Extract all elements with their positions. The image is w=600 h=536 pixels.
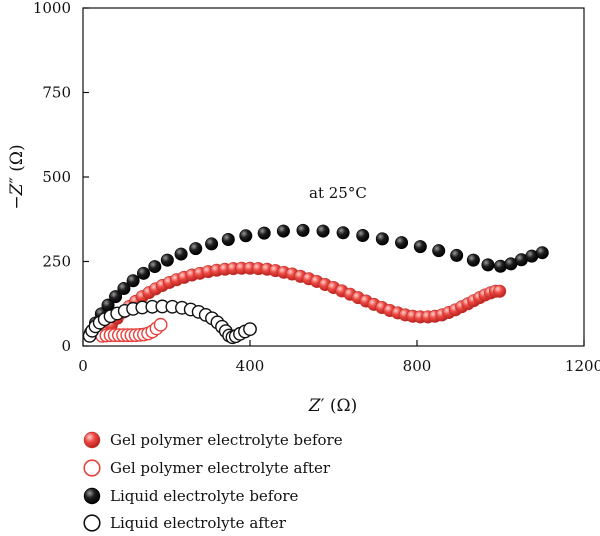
x-tick-label: 1200: [565, 357, 600, 375]
data-point: [137, 266, 151, 280]
data-point: [375, 232, 389, 246]
data-point: [450, 248, 464, 262]
data-point: [109, 290, 123, 304]
x-tick-label: 800: [403, 357, 432, 375]
temperature-annotation: at 25°C: [309, 184, 367, 202]
data-point: [481, 258, 495, 272]
data-point: [189, 242, 203, 256]
data-point: [356, 228, 370, 242]
data-point: [316, 224, 330, 238]
y-axis-title-prime: ″: [7, 177, 27, 183]
x-tick-label: 0: [78, 357, 88, 375]
y-tick-label: 250: [42, 253, 71, 271]
x-axis-title: Z′ (Ω): [308, 396, 357, 416]
y-tick-label: 500: [42, 168, 71, 186]
legend-label: Liquid electrolyte after: [110, 514, 287, 532]
y-axis-title-unit: (Ω): [7, 144, 27, 177]
data-point: [276, 224, 290, 238]
legend-marker: [83, 514, 101, 532]
tick-group: 0 400 800 1200 0 250 500 750 1000: [33, 0, 600, 375]
series-open-black: [82, 299, 257, 345]
legend-label: Gel polymer electrolyte after: [110, 459, 331, 477]
data-point: [148, 260, 162, 274]
x-tick-label: 400: [236, 357, 265, 375]
data-point: [336, 226, 350, 240]
y-axis-title-sign: −Z: [7, 182, 27, 209]
data-point: [395, 236, 409, 250]
data-point: [413, 240, 427, 254]
data-point: [221, 233, 235, 247]
data-point: [296, 223, 310, 237]
y-axis-title: −Z″ (Ω): [7, 144, 27, 209]
legend-marker: [83, 431, 101, 449]
series-filled-red: [99, 261, 507, 339]
data-point: [243, 322, 257, 336]
legend-marker: [83, 487, 101, 505]
data-point: [126, 274, 140, 288]
plot-frame: [82, 7, 585, 347]
legend: Gel polymer electrolyte before Gel polyme…: [83, 431, 343, 532]
y-tick-label: 0: [61, 337, 71, 355]
data-point: [535, 246, 549, 260]
data-point: [153, 317, 168, 332]
x-axis-title-unit: (Ω): [324, 396, 357, 416]
series-filled-black: [84, 223, 549, 339]
legend-label: Liquid electrolyte before: [110, 487, 299, 505]
data-point: [239, 229, 253, 243]
data-point: [493, 284, 507, 298]
y-tick-label: 1000: [33, 0, 71, 17]
series-open-red: [95, 317, 168, 343]
data-point: [117, 282, 131, 296]
data-point: [432, 244, 446, 258]
legend-marker: [83, 459, 101, 477]
data-point: [174, 247, 188, 261]
data-point: [257, 226, 271, 240]
series-layer: [82, 223, 549, 345]
data-point: [160, 253, 174, 267]
x-axis-title-main: Z: [308, 396, 322, 416]
data-point: [466, 253, 480, 267]
data-point: [205, 237, 219, 251]
y-tick-label: 750: [42, 84, 71, 102]
x-axis-title-prime: ′: [321, 396, 325, 416]
legend-label: Gel polymer electrolyte before: [110, 431, 343, 449]
